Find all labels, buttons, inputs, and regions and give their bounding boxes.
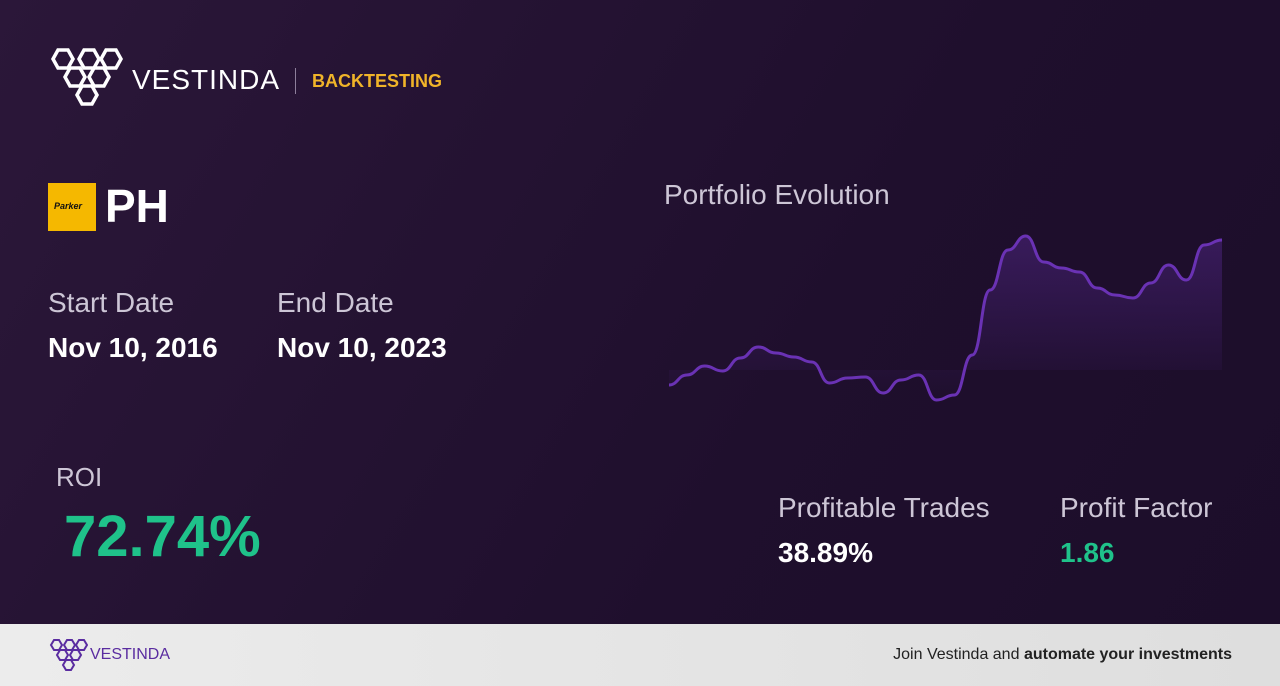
factor-value: 1.86	[1060, 537, 1115, 568]
brand-logo	[50, 48, 124, 106]
footer-brand: VESTINDA	[90, 646, 171, 663]
trades-value: 38.89%	[778, 537, 873, 568]
footer-logo	[49, 639, 88, 671]
ticker: PH	[105, 180, 169, 232]
portfolio-chart	[668, 234, 1223, 402]
section-name: BACKTESTING	[312, 71, 442, 91]
end-label: End Date	[277, 287, 394, 318]
line-area	[669, 236, 1222, 400]
chart-title: Portfolio Evolution	[664, 179, 890, 210]
divider	[295, 68, 296, 94]
roi-label: ROI	[56, 462, 103, 492]
start-label: Start Date	[48, 287, 175, 318]
brand-name: VESTINDA	[132, 64, 281, 95]
end-value: Nov 10, 2023	[277, 332, 447, 363]
footer-cta: Join Vestinda and automate your investme…	[893, 647, 1232, 663]
asset-logo: Parker	[48, 183, 96, 231]
start-value: Nov 10, 2016	[48, 332, 218, 363]
line	[668, 234, 1223, 402]
factor-label: Profit Factor	[1060, 492, 1213, 523]
asset-logo-text: Parker	[54, 201, 83, 211]
trades-label: Profitable Trades	[778, 492, 990, 523]
footer: VESTINDA Join Vestinda and automate your…	[0, 624, 1280, 686]
footer-cta-text: Join Vestinda and	[893, 646, 1020, 663]
roi-value: 72.74%	[64, 504, 261, 569]
footer-cta-bold: automate your investments	[1023, 646, 1232, 663]
